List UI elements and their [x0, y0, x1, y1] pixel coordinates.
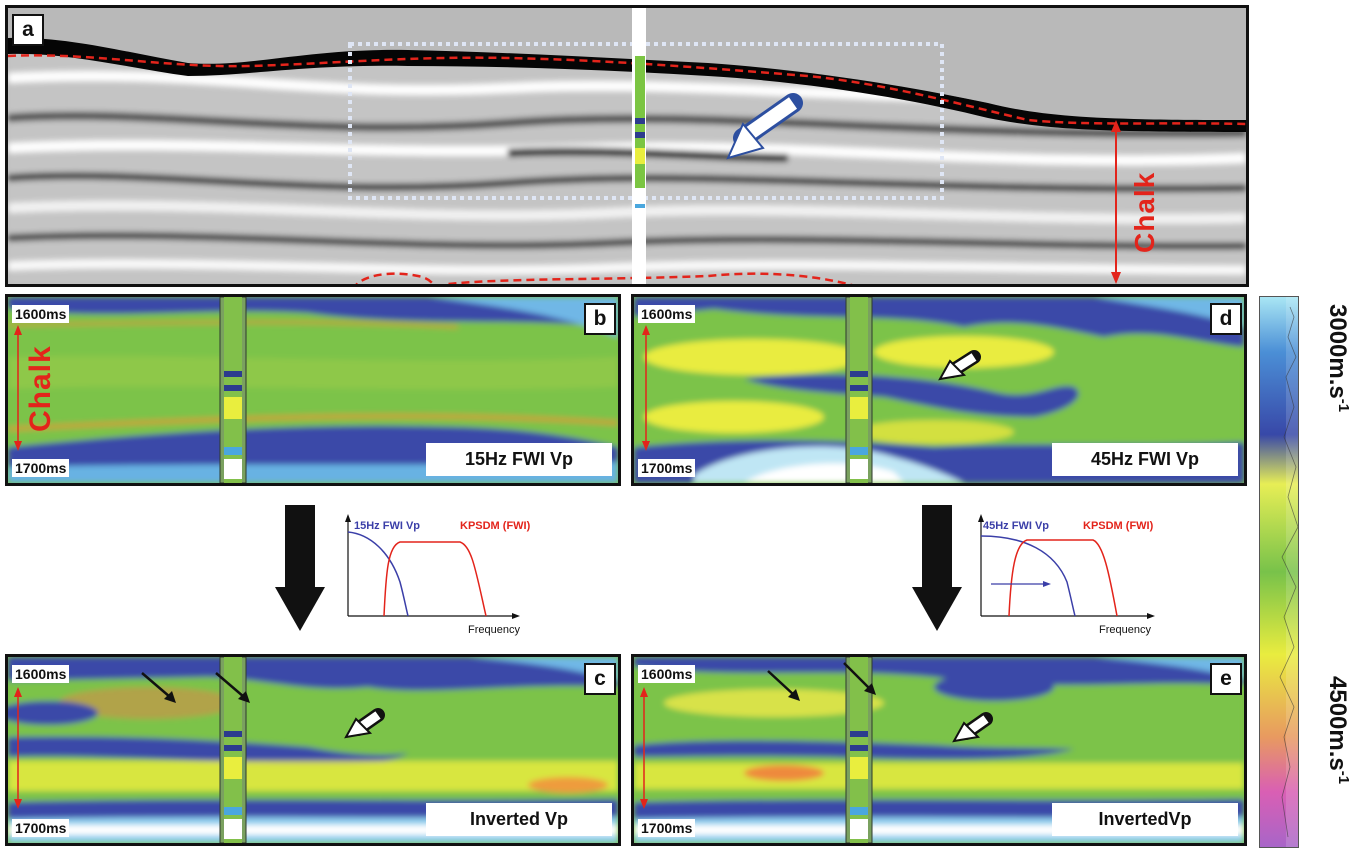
- down-arrow-left: [275, 505, 325, 631]
- panel-title-d: 45Hz FWI Vp: [1052, 443, 1238, 476]
- chalk-label: Chalk: [1129, 171, 1160, 253]
- time-label-bottom: 1700ms: [638, 819, 696, 837]
- spectrum-kpsdm-label-right: KPSDM (FWI): [1083, 520, 1154, 532]
- chalk-thickness-arrow: [1111, 120, 1121, 284]
- panel-e-inverted: 1600ms 1700ms e InvertedVp: [631, 654, 1247, 846]
- white-arrow-marker: [726, 93, 803, 160]
- black-arrow-marker: [141, 672, 250, 703]
- white-arrow-marker-e: [952, 712, 993, 743]
- time-label-top: 1600ms: [12, 665, 70, 683]
- spectrum-x-label-left: Frequency: [468, 624, 520, 636]
- white-arrow-marker-c: [344, 708, 385, 739]
- panel-label-d: d: [1210, 303, 1242, 335]
- white-arrow-marker-d: [938, 350, 981, 381]
- panel-c-inverted: 1600ms 1700ms c Inverted Vp: [5, 654, 621, 846]
- velocity-colorbar: [1259, 296, 1299, 848]
- panel-a-seismic-section: a Chalk: [5, 5, 1249, 287]
- panel-d-fwi-45hz: 1600ms 1700ms d 45Hz FWI Vp: [631, 294, 1247, 486]
- panel-title-c: Inverted Vp: [426, 803, 612, 836]
- spectrum-inset-left: 15Hz FWI Vp KPSDM (FWI) Frequency: [340, 512, 540, 642]
- panel-label-e: e: [1210, 663, 1242, 695]
- spectrum-fwi-label-right: 45Hz FWI Vp: [983, 520, 1050, 532]
- panel-label-a: a: [12, 14, 44, 46]
- time-label-bottom: 1700ms: [638, 459, 696, 477]
- spectrum-kpsdm-label-left: KPSDM (FWI): [460, 520, 531, 532]
- panel-label-b: b: [584, 303, 616, 335]
- panel-title-e: InvertedVp: [1052, 803, 1238, 836]
- spectrum-x-label-right: Frequency: [1099, 624, 1151, 636]
- time-label-bottom: 1700ms: [12, 819, 70, 837]
- down-arrow-right: [912, 505, 962, 631]
- chalk-label-b: Chalk: [24, 345, 57, 432]
- black-arrow-marker-e: [767, 662, 876, 701]
- seismic-image: [8, 8, 1246, 284]
- panel-label-c: c: [584, 663, 616, 695]
- spectrum-fwi-label-left: 15Hz FWI Vp: [354, 520, 421, 532]
- time-label-bottom: 1700ms: [12, 459, 70, 477]
- time-label-top: 1600ms: [638, 305, 696, 323]
- time-label-top: 1600ms: [638, 665, 696, 683]
- time-label-top: 1600ms: [12, 305, 70, 323]
- top-chalk-horizon-line: [8, 54, 1246, 126]
- panel-title-b: 15Hz FWI Vp: [426, 443, 612, 476]
- colorbar-top-label: 3000m.s-1: [1324, 304, 1352, 413]
- base-chalk-horizon-line: [355, 272, 853, 284]
- spectrum-inset-right: 45Hz FWI Vp KPSDM (FWI) Frequency: [975, 512, 1175, 642]
- colorbar-bottom-label: 4500m.s-1: [1324, 676, 1352, 785]
- panel-b-fwi-15hz: 1600ms 1700ms b 15Hz FWI Vp Chalk: [5, 294, 621, 486]
